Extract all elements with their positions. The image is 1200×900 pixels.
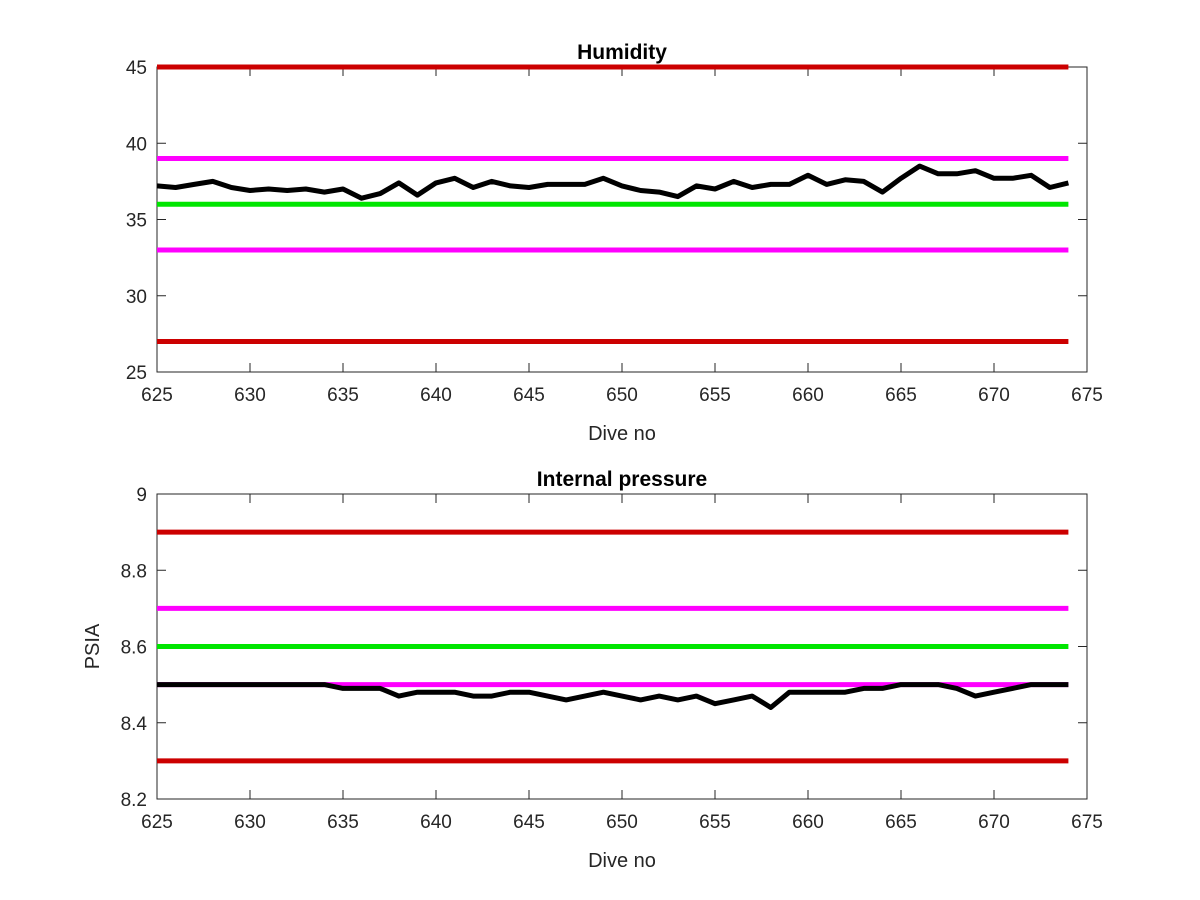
- y-tick-label: 8.2: [121, 790, 147, 811]
- y-tick-label: 9: [136, 485, 147, 506]
- x-tick-label: 630: [234, 812, 266, 833]
- chart-title: Humidity: [577, 41, 667, 64]
- y-tick-label: 40: [126, 134, 147, 155]
- x-tick-label: 635: [327, 385, 359, 406]
- x-tick-label: 650: [606, 812, 638, 833]
- x-axis-label: Dive no: [588, 850, 656, 872]
- y-tick-label: 35: [126, 211, 147, 232]
- x-tick-label: 665: [885, 812, 917, 833]
- y-tick-label: 8.4: [121, 714, 148, 735]
- plot-frame: [156, 66, 1088, 373]
- x-tick-label: 660: [792, 385, 824, 406]
- y-tick-label: 8.8: [121, 561, 147, 582]
- data-series-line: [156, 163, 1070, 201]
- x-tick-label: 655: [699, 812, 731, 833]
- x-tick-label: 660: [792, 812, 824, 833]
- x-tick-label: 655: [699, 385, 731, 406]
- x-tick-label: 630: [234, 385, 266, 406]
- x-tick-label: 650: [606, 385, 638, 406]
- humidity-chart: 625 630 635 640 645 650 655 660 665 670 675 25 30 35 4…: [126, 41, 1103, 445]
- x-tick-label: 670: [978, 385, 1010, 406]
- y-tick-label: 45: [126, 58, 147, 79]
- y-tick-label: 25: [126, 363, 147, 384]
- chart-title: Internal pressure: [537, 468, 707, 491]
- internal-pressure-chart: 625 630 635 640 645 650 655 660 665 670 675 8.2 8.4 8…: [82, 468, 1103, 872]
- x-tick-label: 670: [978, 812, 1010, 833]
- x-tick-label: 625: [141, 812, 173, 833]
- y-tick-label: 30: [126, 287, 147, 308]
- x-tick-label: 675: [1071, 812, 1103, 833]
- x-tick-label: 640: [420, 385, 452, 406]
- x-tick-label: 645: [513, 385, 545, 406]
- y-axis-label: PSIA: [82, 623, 104, 669]
- x-tick-label: 675: [1071, 385, 1103, 406]
- data-series-line: [157, 682, 1069, 710]
- x-tick-label: 635: [327, 812, 359, 833]
- x-tick-label: 645: [513, 812, 545, 833]
- x-tick-label: 665: [885, 385, 917, 406]
- x-axis-label: Dive no: [588, 423, 656, 445]
- x-tick-label: 625: [141, 385, 173, 406]
- x-tick-label: 640: [420, 812, 452, 833]
- y-tick-label: 8.6: [121, 638, 147, 659]
